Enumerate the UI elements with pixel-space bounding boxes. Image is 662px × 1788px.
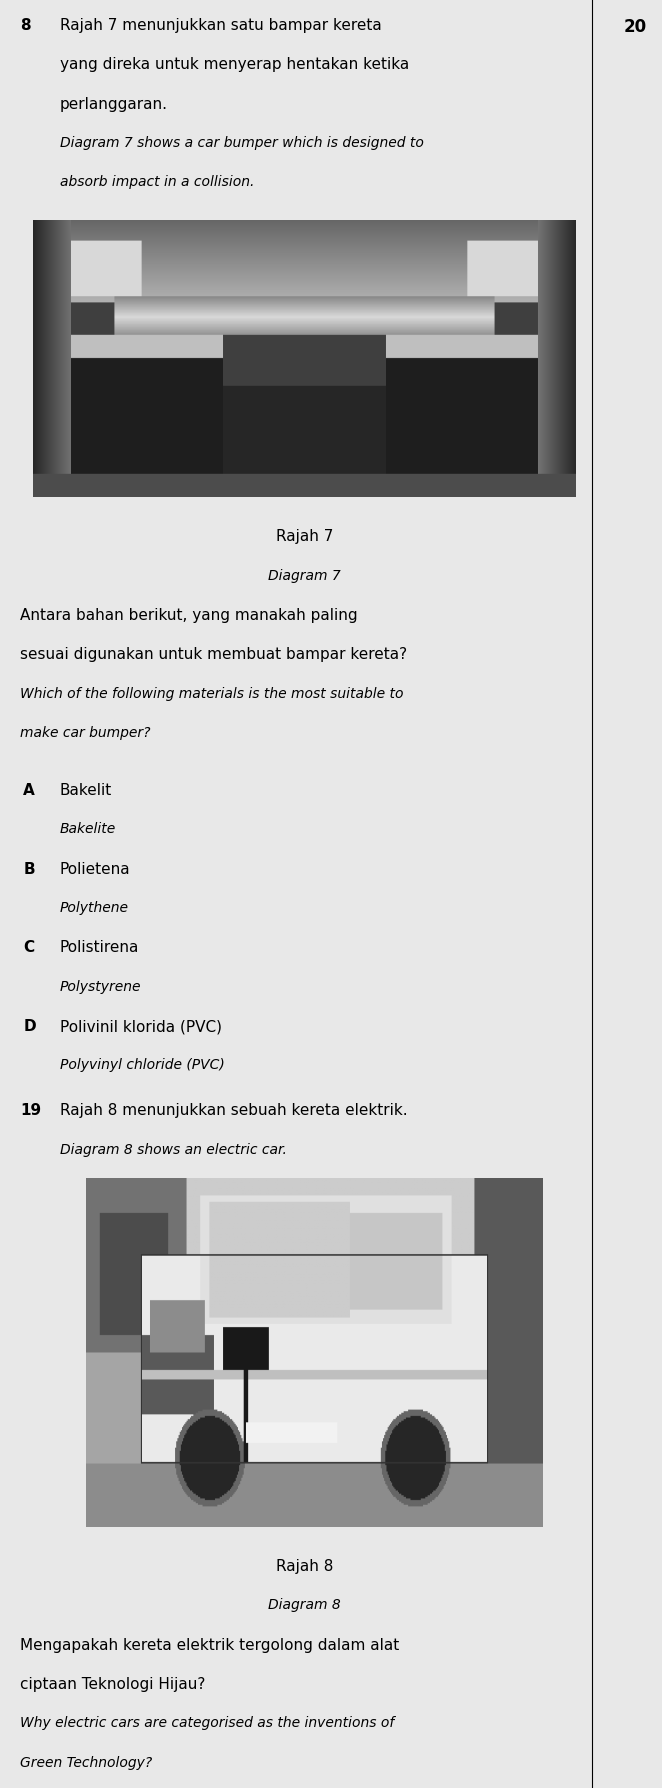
Text: Polietena: Polietena xyxy=(60,862,130,876)
Text: Rajah 7 menunjukkan satu bampar kereta: Rajah 7 menunjukkan satu bampar kereta xyxy=(60,18,381,32)
Text: Which of the following materials is the most suitable to: Which of the following materials is the … xyxy=(20,687,403,701)
Text: make car bumper?: make car bumper? xyxy=(20,726,150,740)
Text: 8: 8 xyxy=(20,18,30,32)
Text: sesuai digunakan untuk membuat bampar kereta?: sesuai digunakan untuk membuat bampar ke… xyxy=(20,647,407,662)
Text: perlanggaran.: perlanggaran. xyxy=(60,97,167,111)
Text: B: B xyxy=(23,862,35,876)
Text: Antara bahan berikut, yang manakah paling: Antara bahan berikut, yang manakah palin… xyxy=(20,608,357,622)
Text: yang direka untuk menyerap hentakan ketika: yang direka untuk menyerap hentakan keti… xyxy=(60,57,409,72)
Text: Diagram 7 shows a car bumper which is designed to: Diagram 7 shows a car bumper which is de… xyxy=(60,136,424,150)
Text: A: A xyxy=(23,783,35,797)
Text: Why electric cars are categorised as the inventions of: Why electric cars are categorised as the… xyxy=(20,1716,394,1731)
Text: Diagram 8 shows an electric car.: Diagram 8 shows an electric car. xyxy=(60,1143,287,1157)
Text: D: D xyxy=(23,1019,36,1033)
Text: absorb impact in a collision.: absorb impact in a collision. xyxy=(60,175,254,190)
Text: C: C xyxy=(23,940,34,955)
Text: 19: 19 xyxy=(20,1103,41,1118)
Text: Rajah 8 menunjukkan sebuah kereta elektrik.: Rajah 8 menunjukkan sebuah kereta elektr… xyxy=(60,1103,407,1118)
Text: Polystyrene: Polystyrene xyxy=(60,980,141,994)
Text: Polivinil klorida (PVC): Polivinil klorida (PVC) xyxy=(60,1019,222,1033)
Text: Mengapakah kereta elektrik tergolong dalam alat: Mengapakah kereta elektrik tergolong dal… xyxy=(20,1638,399,1652)
Text: Rajah 8: Rajah 8 xyxy=(276,1559,333,1573)
Text: ciptaan Teknologi Hijau?: ciptaan Teknologi Hijau? xyxy=(20,1677,205,1691)
Text: 20: 20 xyxy=(624,18,647,36)
Text: Bakelite: Bakelite xyxy=(60,822,116,837)
Text: Polyvinyl chloride (PVC): Polyvinyl chloride (PVC) xyxy=(60,1058,224,1073)
Text: Rajah 7: Rajah 7 xyxy=(276,529,333,544)
Text: Polythene: Polythene xyxy=(60,901,128,915)
Text: Diagram 8: Diagram 8 xyxy=(268,1598,341,1613)
Text: Bakelit: Bakelit xyxy=(60,783,112,797)
Text: Green Technology?: Green Technology? xyxy=(20,1756,152,1770)
Text: Diagram 7: Diagram 7 xyxy=(268,569,341,583)
Text: Polistirena: Polistirena xyxy=(60,940,139,955)
